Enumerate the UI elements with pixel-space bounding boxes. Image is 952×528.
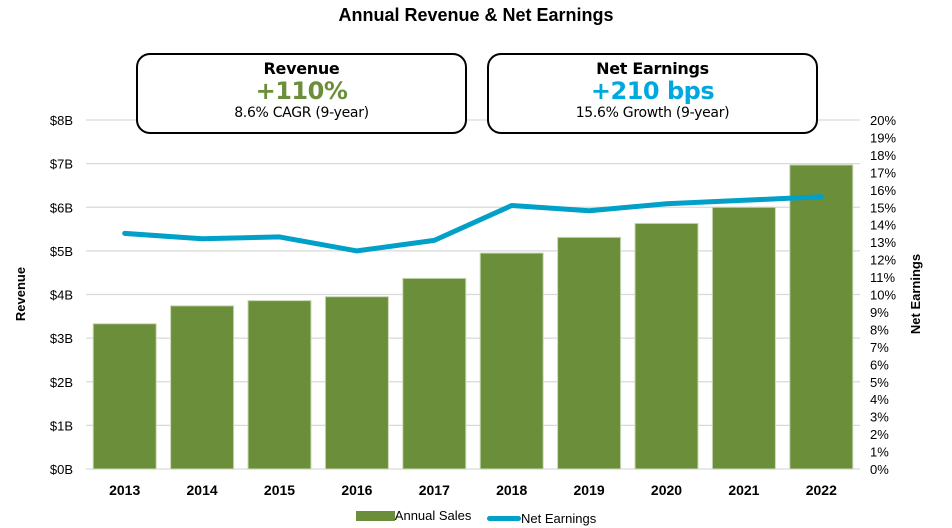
y2-tick-label: 14%	[870, 218, 896, 233]
bar-2020	[634, 222, 699, 470]
y2-tick-label: 7%	[870, 340, 889, 355]
legend-bar-swatch	[355, 510, 395, 521]
legend-label-net-earnings: Net Earnings	[521, 510, 597, 526]
y2-axis-title: Net Earnings	[908, 254, 923, 334]
y-axis-right-ticks: 0% 1% 2% 3% 4% 5% 6% 7% 8% 9% 10% 11% 12% 13% 14% 15% 16…	[870, 113, 896, 477]
bar-2022	[789, 164, 854, 470]
y-tick-label: $1B	[50, 418, 73, 433]
x-tick-label: 2018	[496, 482, 527, 498]
y2-tick-label: 5%	[870, 375, 889, 390]
x-tick-label: 2021	[728, 482, 759, 498]
y2-tick-label: 16%	[870, 183, 896, 198]
bar-2018	[479, 252, 544, 470]
y2-tick-label: 10%	[870, 288, 896, 303]
y2-tick-label: 6%	[870, 357, 889, 372]
y-tick-label: $4B	[50, 288, 73, 303]
earnings-kpi-value: +210 bps	[590, 77, 715, 105]
legend-item-net-earnings[interactable]: Net Earnings	[487, 511, 596, 526]
y2-tick-label: 1%	[870, 445, 889, 460]
bar-2021	[711, 206, 776, 470]
y-tick-label: $5B	[50, 244, 73, 259]
legend-line-swatch	[487, 515, 522, 521]
revenue-kpi-box: Revenue +110% 8.6% CAGR (9-year)	[136, 53, 467, 134]
x-tick-label: 2020	[651, 482, 682, 498]
y2-tick-label: 20%	[870, 113, 896, 128]
bar-2015	[247, 300, 312, 470]
chart-title: Annual Revenue & Net Earnings	[338, 5, 614, 25]
revenue-kpi-title: Revenue	[263, 59, 340, 78]
x-tick-label: 2017	[419, 482, 450, 498]
y-tick-label: $3B	[50, 331, 73, 346]
net-earnings-line	[122, 194, 824, 254]
x-tick-label: 2015	[264, 482, 295, 498]
y2-tick-label: 0%	[870, 462, 889, 477]
y2-tick-label: 13%	[870, 235, 896, 250]
y2-tick-label: 2%	[870, 427, 889, 442]
y2-tick-label: 18%	[870, 148, 896, 163]
y2-tick-label: 19%	[870, 130, 896, 145]
y2-tick-label: 3%	[870, 410, 889, 425]
y2-tick-label: 8%	[870, 322, 889, 337]
y-tick-label: $8B	[50, 113, 73, 128]
y-axis-left-ticks: $0B $1B $2B $3B $4B $5B $6B $7B $8B	[50, 113, 73, 477]
y-tick-label: $0B	[50, 462, 73, 477]
y2-tick-label: 12%	[870, 253, 896, 268]
x-tick-label: 2014	[187, 482, 218, 498]
y2-tick-label: 15%	[870, 200, 896, 215]
earnings-kpi-box: Net Earnings +210 bps 15.6% Growth (9-ye…	[487, 53, 818, 134]
x-tick-label: 2016	[341, 482, 372, 498]
bar-2013	[92, 323, 157, 470]
x-tick-label: 2019	[574, 482, 605, 498]
bars	[92, 164, 854, 470]
revenue-kpi-value: +110%	[255, 77, 348, 105]
y2-tick-label: 11%	[870, 270, 895, 285]
x-axis-ticks: 2013 2014 2015 2016 2017 2018 2019 2020 2021 2022	[109, 482, 837, 498]
legend: Annual Sales Net Earnings	[0, 508, 952, 526]
legend-item-annual-sales[interactable]: Annual Sales	[355, 508, 472, 523]
x-tick-label: 2022	[806, 482, 837, 498]
y2-tick-label: 17%	[870, 165, 896, 180]
legend-label-annual-sales: Annual Sales	[394, 508, 472, 523]
earnings-kpi-title: Net Earnings	[596, 59, 709, 78]
bar-2014	[170, 305, 235, 470]
y-tick-label: $2B	[50, 375, 73, 390]
y2-tick-label: 4%	[870, 392, 889, 407]
bar-2017	[402, 277, 467, 470]
y-tick-label: $7B	[50, 157, 73, 172]
y-tick-label: $6B	[50, 200, 73, 215]
revenue-kpi-subtitle: 8.6% CAGR (9-year)	[234, 105, 369, 121]
y2-tick-label: 9%	[870, 305, 889, 320]
earnings-kpi-subtitle: 15.6% Growth (9-year)	[575, 105, 730, 121]
bar-2016	[324, 296, 389, 470]
x-tick-label: 2013	[109, 482, 140, 498]
y-axis-title: Revenue	[13, 267, 28, 321]
net-earnings-line-layer	[122, 194, 824, 254]
bar-2019	[557, 236, 622, 470]
